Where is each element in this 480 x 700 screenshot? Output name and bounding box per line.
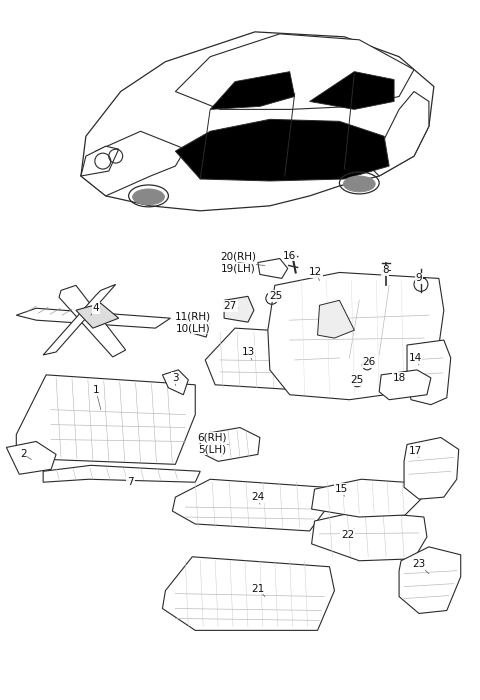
Polygon shape xyxy=(310,71,394,109)
Polygon shape xyxy=(59,286,126,357)
Text: 5(LH): 5(LH) xyxy=(198,444,226,454)
Polygon shape xyxy=(258,258,288,279)
Text: 2: 2 xyxy=(20,449,26,459)
Polygon shape xyxy=(268,272,444,400)
Text: 25: 25 xyxy=(269,291,282,301)
Polygon shape xyxy=(186,315,210,337)
Text: 19(LH): 19(LH) xyxy=(221,263,255,274)
Polygon shape xyxy=(318,300,354,338)
Polygon shape xyxy=(312,480,421,517)
Text: 20(RH): 20(RH) xyxy=(220,251,256,262)
Polygon shape xyxy=(200,428,260,461)
Polygon shape xyxy=(76,303,119,328)
Ellipse shape xyxy=(343,176,375,192)
Text: 24: 24 xyxy=(251,492,264,502)
Polygon shape xyxy=(162,556,335,631)
Polygon shape xyxy=(379,370,431,400)
Polygon shape xyxy=(175,119,389,181)
Text: 13: 13 xyxy=(241,347,254,357)
Text: 17: 17 xyxy=(408,447,421,456)
Polygon shape xyxy=(224,296,254,322)
Polygon shape xyxy=(16,308,170,328)
Text: 18: 18 xyxy=(393,373,406,383)
Text: 6(RH): 6(RH) xyxy=(197,433,227,442)
Polygon shape xyxy=(407,340,451,405)
Text: 23: 23 xyxy=(412,559,426,569)
Text: 15: 15 xyxy=(335,484,348,494)
Text: 22: 22 xyxy=(341,530,354,540)
Text: 3: 3 xyxy=(172,373,179,383)
Text: 8: 8 xyxy=(382,265,388,276)
Polygon shape xyxy=(205,328,354,392)
Text: 14: 14 xyxy=(408,353,421,363)
Polygon shape xyxy=(43,284,116,355)
Text: 7: 7 xyxy=(127,477,134,487)
Text: 25: 25 xyxy=(351,374,364,385)
Polygon shape xyxy=(399,547,461,613)
Text: 1: 1 xyxy=(93,385,99,395)
Polygon shape xyxy=(172,480,327,531)
Text: 11(RH): 11(RH) xyxy=(175,312,211,321)
Polygon shape xyxy=(81,32,434,211)
Text: 27: 27 xyxy=(223,301,237,312)
Polygon shape xyxy=(16,375,195,464)
Polygon shape xyxy=(6,442,56,475)
Polygon shape xyxy=(81,132,185,196)
Text: 9: 9 xyxy=(416,274,422,284)
Ellipse shape xyxy=(132,189,165,205)
Polygon shape xyxy=(312,511,427,561)
Text: 21: 21 xyxy=(251,584,264,594)
Polygon shape xyxy=(210,71,295,109)
Text: 26: 26 xyxy=(362,357,376,367)
Text: 4: 4 xyxy=(93,303,99,313)
Polygon shape xyxy=(175,34,414,109)
Text: 10(LH): 10(LH) xyxy=(176,323,211,333)
Polygon shape xyxy=(162,370,188,395)
Polygon shape xyxy=(81,146,119,176)
Polygon shape xyxy=(404,438,459,499)
Text: 12: 12 xyxy=(309,267,322,277)
Polygon shape xyxy=(43,466,200,482)
Text: 16: 16 xyxy=(283,251,296,260)
Polygon shape xyxy=(364,92,429,176)
